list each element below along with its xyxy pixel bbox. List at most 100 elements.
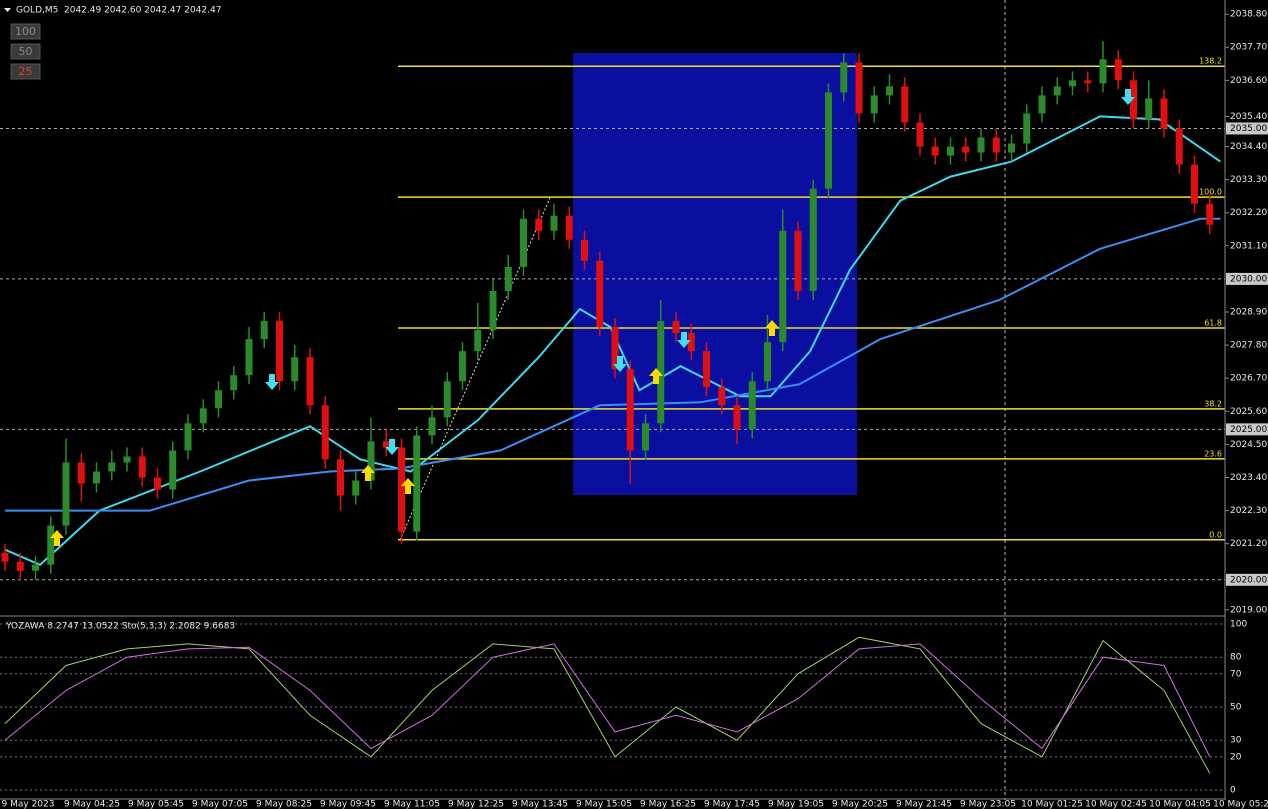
x-tick-label: 9 May 21:45 [896,800,952,809]
y-tick-label: 2026.70 [1230,374,1267,384]
x-tick-label: 9 May 11:05 [384,800,440,809]
up-arrow [765,320,779,336]
y-tick-label: 2033.30 [1230,175,1267,185]
candle-body [992,137,1000,153]
stochastic-line [4,643,1211,758]
x-tick-label: 9 May 2023 [2,800,55,809]
axes-layer: 2038.80 2037.70 2036.60 2035.40 2034.40 2033.… [2,10,1268,809]
candle-body [657,321,665,424]
candle-body [245,339,253,376]
x-tick-label: 10 May 01:25 [1021,800,1083,809]
x-tick-label: 9 May 20:25 [832,800,888,809]
candle-body [352,480,360,496]
candle-body [169,450,177,490]
y-tick-label: 2031.10 [1230,241,1267,251]
candle-body [901,86,909,123]
fibo-label: 38.2 [1204,399,1222,408]
y-tick-label: 30 [1230,736,1242,746]
moving-average [4,115,1221,566]
candle-body [1,552,9,562]
candle-body [733,405,741,430]
x-tick-label: 9 May 07:05 [192,800,248,809]
fibo-label: 100.0 [1199,188,1222,197]
x-tick-label: 9 May 09:45 [320,800,376,809]
level-box [1226,272,1268,285]
y-tick-label: 2025.60 [1230,407,1267,417]
candle-body [1053,86,1061,96]
y-tick-label: 70 [1230,669,1242,679]
candle-body [748,381,756,430]
candle-body [520,218,527,267]
moving-average [5,217,1221,512]
candle-body [1099,59,1107,84]
y-tick-label: 80 [1230,653,1242,663]
level-label: 2025.00 [1230,425,1267,435]
quote: 2042.49 2042.60 2042.47 2042.47 [64,6,221,16]
fibo-label: 23.6 [1204,449,1222,458]
sell-signals [265,89,1135,455]
candle-body [1038,95,1046,114]
candle-body [230,375,238,391]
frame [0,0,1226,800]
level-label: 2035.00 [1230,124,1267,134]
menu-triangle [4,8,11,12]
candle-body [870,95,878,114]
candle-body [93,471,100,484]
candle-body [398,447,405,532]
button-50[interactable]: 50 [19,45,33,58]
candle-body [1206,203,1214,225]
scale-buttons: 100 50 25 [10,23,41,80]
candle-body [1145,98,1153,120]
candle-body [1114,59,1122,81]
candle-body [626,369,634,451]
level-box [1226,122,1268,135]
candle-body [321,405,329,460]
candle-body [703,351,710,388]
background-layer: 138.2 100.0 61.8 38.2 23.6 0.0 [0,0,1225,800]
fibo-label: 138.2 [1199,57,1222,66]
candle-body [535,218,543,231]
x-tick-label: 9 May 17:45 [704,800,760,809]
candle-body [962,146,970,153]
candle-body [260,321,268,340]
candle-body [1069,80,1076,87]
y-tick-label: 2023.40 [1230,473,1267,483]
fibo-label: 0.0 [1209,530,1222,539]
candle-body [931,146,939,156]
signals-layer [50,89,1135,546]
button-100[interactable]: 100 [15,25,36,38]
candle-body [443,381,451,418]
y-tick-label: 2038.80 [1230,10,1267,20]
candle-body [489,290,497,331]
x-tick-label: 10 May 05:25 [1213,800,1268,809]
candle-body [642,423,649,451]
y-tick-label: 2021.20 [1230,539,1267,549]
candle-body [1008,143,1015,153]
candle-body [215,390,222,409]
button-bg [10,63,41,80]
candle-body [1084,80,1092,84]
candle-body [809,188,817,291]
level-box [1226,573,1268,586]
y-tick-label: 2032.20 [1230,208,1267,218]
candle-body [337,459,344,496]
x-tick-label: 9 May 13:45 [512,800,568,809]
candle-body [154,477,161,490]
x-tick-label: 9 May 04:25 [64,800,120,809]
candle-body [428,417,436,436]
button-25[interactable]: 25 [19,65,33,78]
candle-body [47,525,55,565]
candle-body [825,92,832,189]
y-tick-label: 2034.40 [1230,142,1267,152]
level-box [1226,423,1268,436]
candle-body [764,342,771,382]
candle-body [413,435,421,532]
button-bg [10,43,41,60]
candle-body [596,260,604,328]
x-tick-label: 9 May 16:25 [640,800,696,809]
y-tick-label: 2037.70 [1230,43,1267,53]
candles-layer [1,41,1214,580]
oscillator-title: YOZAWA 8.2747 13.0522 Sto(5,3,3) 2.2082 … [5,622,235,632]
candle-body [840,62,848,93]
